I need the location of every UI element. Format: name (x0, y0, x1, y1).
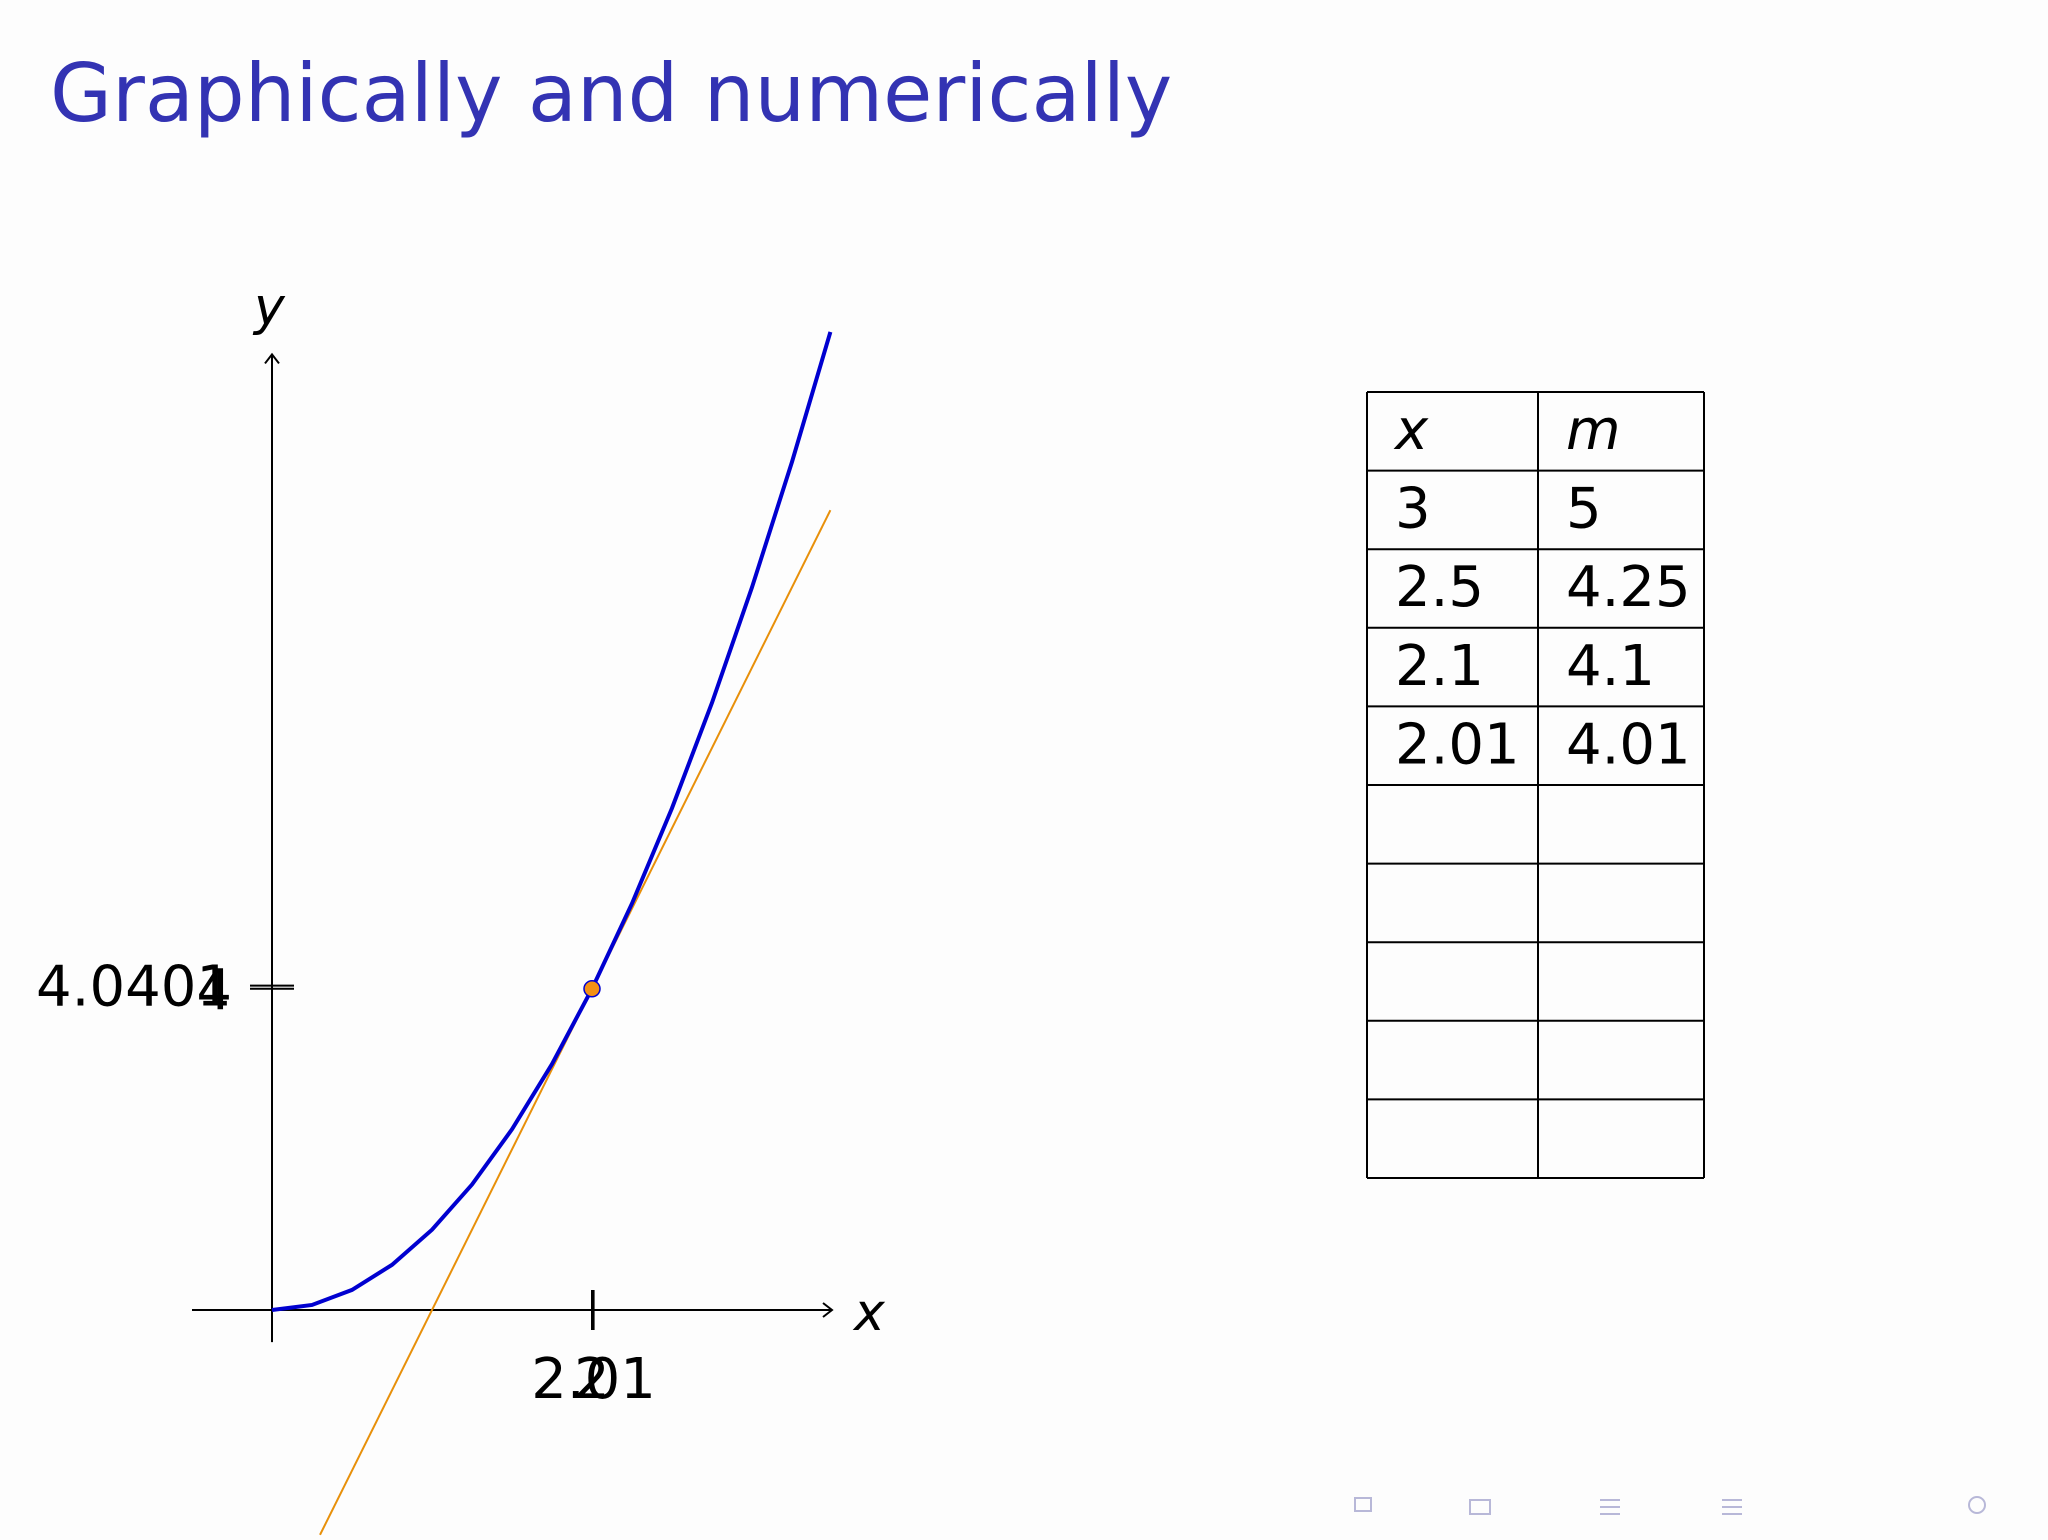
nav-section[interactable] (1469, 1499, 1491, 1515)
table-cell: 4.1 (1566, 634, 1655, 699)
table-cell: 4.01 (1566, 712, 1691, 777)
nav-search[interactable] (1968, 1496, 1986, 1514)
table-cell: 2.5 (1395, 555, 1484, 620)
y-axis-label: y (252, 277, 286, 337)
table-header: x (1393, 398, 1429, 463)
x-tick-label: 2.01 (531, 1347, 656, 1412)
table-cell: 5 (1566, 477, 1602, 542)
nav-frame[interactable] (1354, 1497, 1372, 1512)
curve (271, 331, 833, 1312)
nav-controls[interactable] (1354, 1496, 1986, 1515)
x-tick-label: 2 (574, 1347, 610, 1412)
point (583, 980, 601, 998)
table-cell: 2.01 (1395, 712, 1520, 777)
y-tick-label: 4 (196, 958, 232, 1023)
table-cell: 3 (1395, 477, 1431, 542)
slide-title: Graphically and numerically (50, 47, 1172, 140)
table-cell: 2.1 (1395, 634, 1484, 699)
x-axis-arrow (822, 1302, 834, 1318)
y-axis-arrow (264, 352, 280, 365)
y-tick-label: 4.0401 (36, 955, 232, 1020)
table-header: m (1566, 398, 1621, 463)
table-cell: 4.25 (1566, 555, 1691, 620)
x-axis-label: x (852, 1283, 886, 1343)
